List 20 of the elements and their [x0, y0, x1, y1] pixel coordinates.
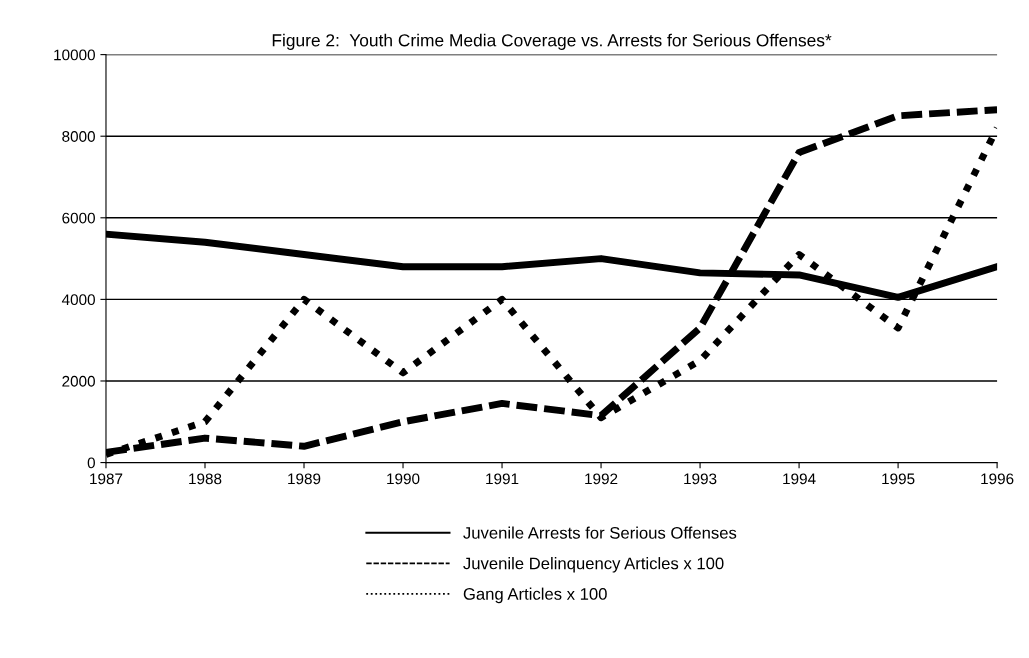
y-tick-label: 2000 [62, 375, 95, 387]
y-tick-label: 10000 [54, 49, 95, 61]
y-tick-label: 4000 [61, 294, 95, 306]
x-tick-label: 1993 [684, 473, 717, 485]
x-tick-label: 1989 [288, 473, 321, 485]
y-tick-label: 8000 [62, 131, 95, 142]
legend-label: Gang Articles x 100 [463, 587, 607, 604]
x-tick-label: 1990 [387, 473, 420, 485]
x-tick-label: 1996 [981, 473, 1014, 485]
y-tick-label: 0 [87, 457, 95, 469]
chart-title: Figure 2: Youth Crime Media Coverage vs. Arrests for Serious Offenses* [272, 33, 832, 50]
legend-label: Juvenile Arrests for Serious Offenses [463, 526, 737, 539]
x-tick-label: 1995 [882, 473, 915, 485]
legend-label: Juvenile Delinquency Articles x 100 [463, 557, 724, 573]
x-tick-label: 1987 [90, 473, 123, 485]
y-tick-label: 6000 [62, 212, 95, 224]
x-tick-label: 1992 [585, 473, 618, 485]
x-tick-label: 1994 [783, 473, 816, 485]
x-tick-label: 1991 [486, 473, 519, 485]
x-tick-label: 1988 [189, 473, 222, 485]
